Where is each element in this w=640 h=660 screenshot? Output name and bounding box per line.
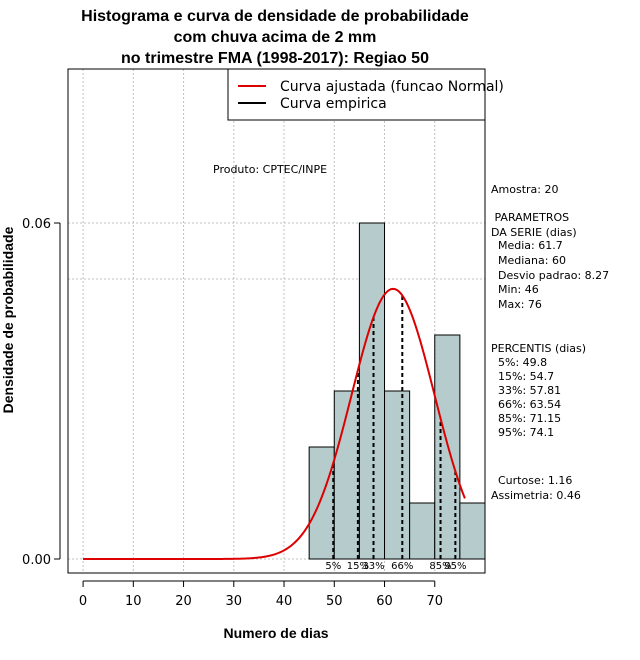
percentile-label: 15% [347,561,369,572]
side-panel-line: Max: 76 [491,298,542,311]
side-panel-line: 66%: 63.54 [491,398,561,411]
side-panel-line: Curtose: 1.16 [491,474,572,487]
percentile-label: 5% [325,561,341,572]
histogram-bar [459,502,486,560]
histogram-bar [308,446,335,560]
side-panel-line: 5%: 49.8 [491,356,547,369]
percentile-label: 95% [444,561,466,572]
percentile-label: 66% [391,561,413,572]
legend-label: Curva ajustada (funcao Normal) [280,79,504,95]
y-tick-label: 0.00 [22,553,51,568]
side-panel-line: Min: 46 [491,283,539,296]
side-panel-line: 33%: 57.81 [491,384,561,397]
x-tick-label: 40 [276,594,293,609]
side-panel-line: 95%: 74.1 [491,426,554,439]
side-panel-line: Amostra: 20 [491,183,558,196]
y-tick-label: 0.06 [22,217,51,232]
x-tick-label: 60 [376,594,393,609]
side-panel-line: Desvio padrao: 8.27 [491,269,609,282]
legend-label: Curva empirica [280,96,387,112]
chart-title-line: com chuva acima de 2 mm [174,29,377,46]
side-panel-line: Mediana: 60 [491,254,566,267]
side-panel-line: 15%: 54.7 [491,370,554,383]
y-axis-title: Densidade de probabilidade [0,226,16,413]
side-panel-line: 85%: 71.15 [491,412,561,425]
product-label: Produto: CPTEC/INPE [213,163,327,176]
histogram-bar [384,390,411,560]
x-tick-label: 70 [426,594,443,609]
x-tick-label: 20 [175,594,192,609]
x-tick-label: 10 [125,594,142,609]
legend-box [227,68,486,121]
x-tick-label: 50 [326,594,343,609]
normal-curve [83,287,466,560]
percentile-label: 33% [362,561,384,572]
x-tick-label: 0 [79,594,87,609]
histogram-bar [409,502,436,560]
side-panel-line: PERCENTIS (dias) [491,342,586,355]
x-axis-title: Numero de dias [223,625,328,641]
histogram-bar [358,222,386,560]
x-tick-label: 30 [226,594,243,609]
chart-title-line: Histograma e curva de densidade de proba… [81,8,469,25]
side-panel-line: DA SERIE (dias) [491,226,577,239]
percentile-label: 85% [429,561,451,572]
side-panel-line: PARAMETROS [491,211,569,224]
side-panel-line: Assimetria: 0.46 [491,489,581,502]
plot-frame [67,68,486,574]
chart-title-line: no trimestre FMA (1998-2017): Regiao 50 [121,50,429,67]
side-panel-line: Media: 61.7 [491,239,563,252]
